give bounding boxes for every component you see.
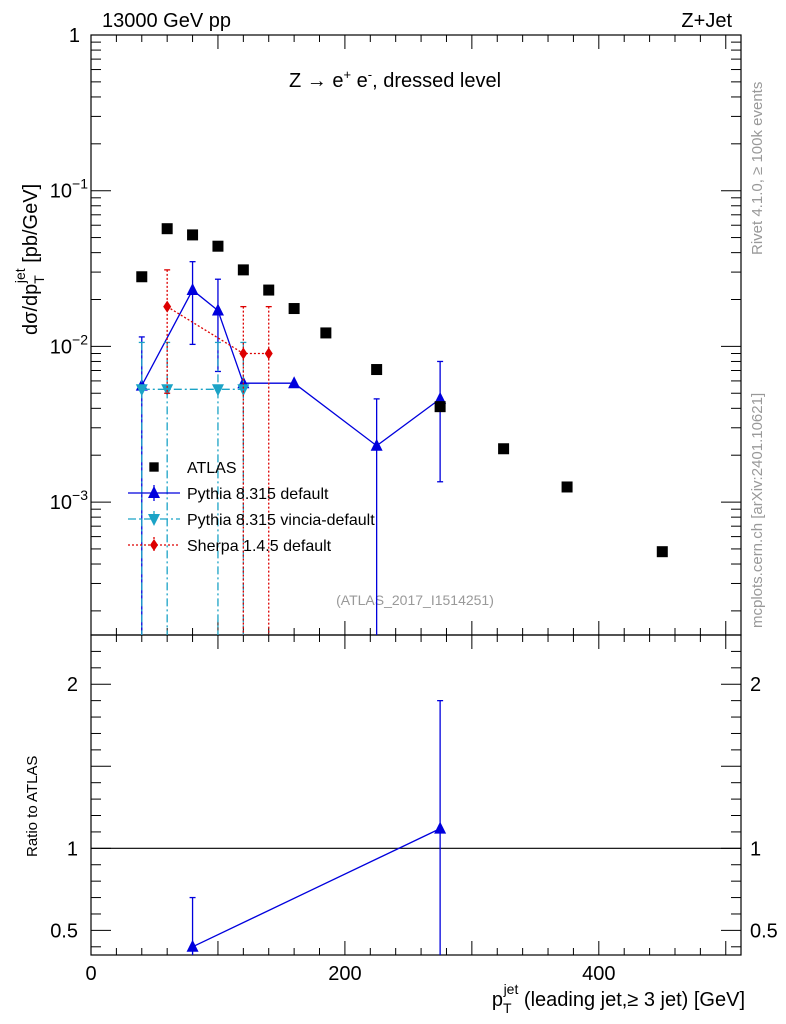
atlas-data-point xyxy=(288,303,300,315)
process-annotation: Z → e+ e-, dressed level xyxy=(289,67,501,92)
legend-marker-atlas xyxy=(149,462,159,472)
atlas-data-point xyxy=(561,481,573,493)
ratio-y-tick-label-right: 1 xyxy=(750,838,761,860)
pythia-8-315-vincia-default-point xyxy=(135,384,148,397)
sherpa-1-4-5-default-point xyxy=(264,347,273,360)
legend-marker-pythia-8-315-vincia-default xyxy=(148,514,160,526)
x-tick-label: 200 xyxy=(328,963,361,985)
atlas-data-point xyxy=(161,223,173,235)
atlas-data-point xyxy=(320,327,332,339)
y-axis-label-main: dσ/dpTjet [pb/GeV] xyxy=(12,184,47,335)
ratio-y-tick-label: 0.5 xyxy=(50,920,78,942)
collision-energy-label: 13000 GeV pp xyxy=(102,10,231,32)
rivet-version-label: Rivet 4.1.0, ≥ 100k events xyxy=(749,82,766,255)
mcplots-label: mcplots.cern.ch [arXiv:2401.10621] xyxy=(749,393,766,628)
y-tick-label: 10−3 xyxy=(50,487,88,514)
process-label: Z+Jet xyxy=(681,10,732,32)
legend-marker-sherpa-1-4-5-default xyxy=(150,539,158,551)
x-tick-label: 400 xyxy=(582,963,615,985)
ratio-y-tick-label: 2 xyxy=(67,674,78,696)
pythia-8-315-default-point xyxy=(186,283,199,296)
ratio-plot-frame xyxy=(90,634,742,956)
pythia-8-315-default-point xyxy=(434,391,447,404)
y-tick-label: 10−2 xyxy=(50,331,88,358)
analysis-id-label: (ATLAS_2017_I1514251) xyxy=(336,592,494,608)
y-tick-label: 10−1 xyxy=(50,176,88,203)
pythia-8-315-vincia-default-point xyxy=(237,384,250,397)
atlas-data-point xyxy=(434,401,446,413)
x-axis-label: pTjet (leading jet,≥ 3 jet) [GeV] xyxy=(492,981,745,1016)
x-tick-label: 0 xyxy=(85,963,96,985)
atlas-data-point xyxy=(237,264,249,276)
atlas-data-point xyxy=(371,364,383,376)
ratio-line xyxy=(192,828,441,948)
atlas-data-point xyxy=(187,229,199,241)
atlas-data-point xyxy=(136,271,148,283)
sherpa-1-4-5-default-point xyxy=(239,347,248,360)
pythia-8-315-default-point xyxy=(288,376,301,389)
pythia-8-315-default-point xyxy=(211,303,224,316)
ratio-point xyxy=(434,821,447,834)
ratio-series-group xyxy=(192,828,441,948)
atlas-data-point xyxy=(656,546,668,558)
pythia-8-315-default-point xyxy=(370,438,383,451)
legend-marker-pythia-8-315-default xyxy=(148,486,160,498)
ratio-y-tick-label-right: 0.5 xyxy=(750,920,778,942)
atlas-data-point xyxy=(498,443,510,455)
ratio-y-tick-label: 1 xyxy=(67,838,78,860)
sherpa-1-4-5-default-point xyxy=(163,300,172,313)
atlas-data-point xyxy=(212,240,224,252)
legend-label-sherpa-1-4-5-default: Sherpa 1.4.5 default xyxy=(187,538,332,555)
legend-label-atlas: ATLAS xyxy=(187,460,237,477)
ratio-y-tick-label-right: 2 xyxy=(750,674,761,696)
y-axis-label-ratio: Ratio to ATLAS xyxy=(24,756,41,857)
atlas-data-point xyxy=(263,284,275,296)
ratio-point xyxy=(186,939,199,952)
legend-label-pythia-8-315-vincia-default: Pythia 8.315 vincia-default xyxy=(187,512,375,529)
legend-label-pythia-8-315-default: Pythia 8.315 default xyxy=(187,486,329,503)
pythia-8-315-vincia-default-point xyxy=(211,384,224,397)
y-tick-label: 1 xyxy=(69,25,80,47)
